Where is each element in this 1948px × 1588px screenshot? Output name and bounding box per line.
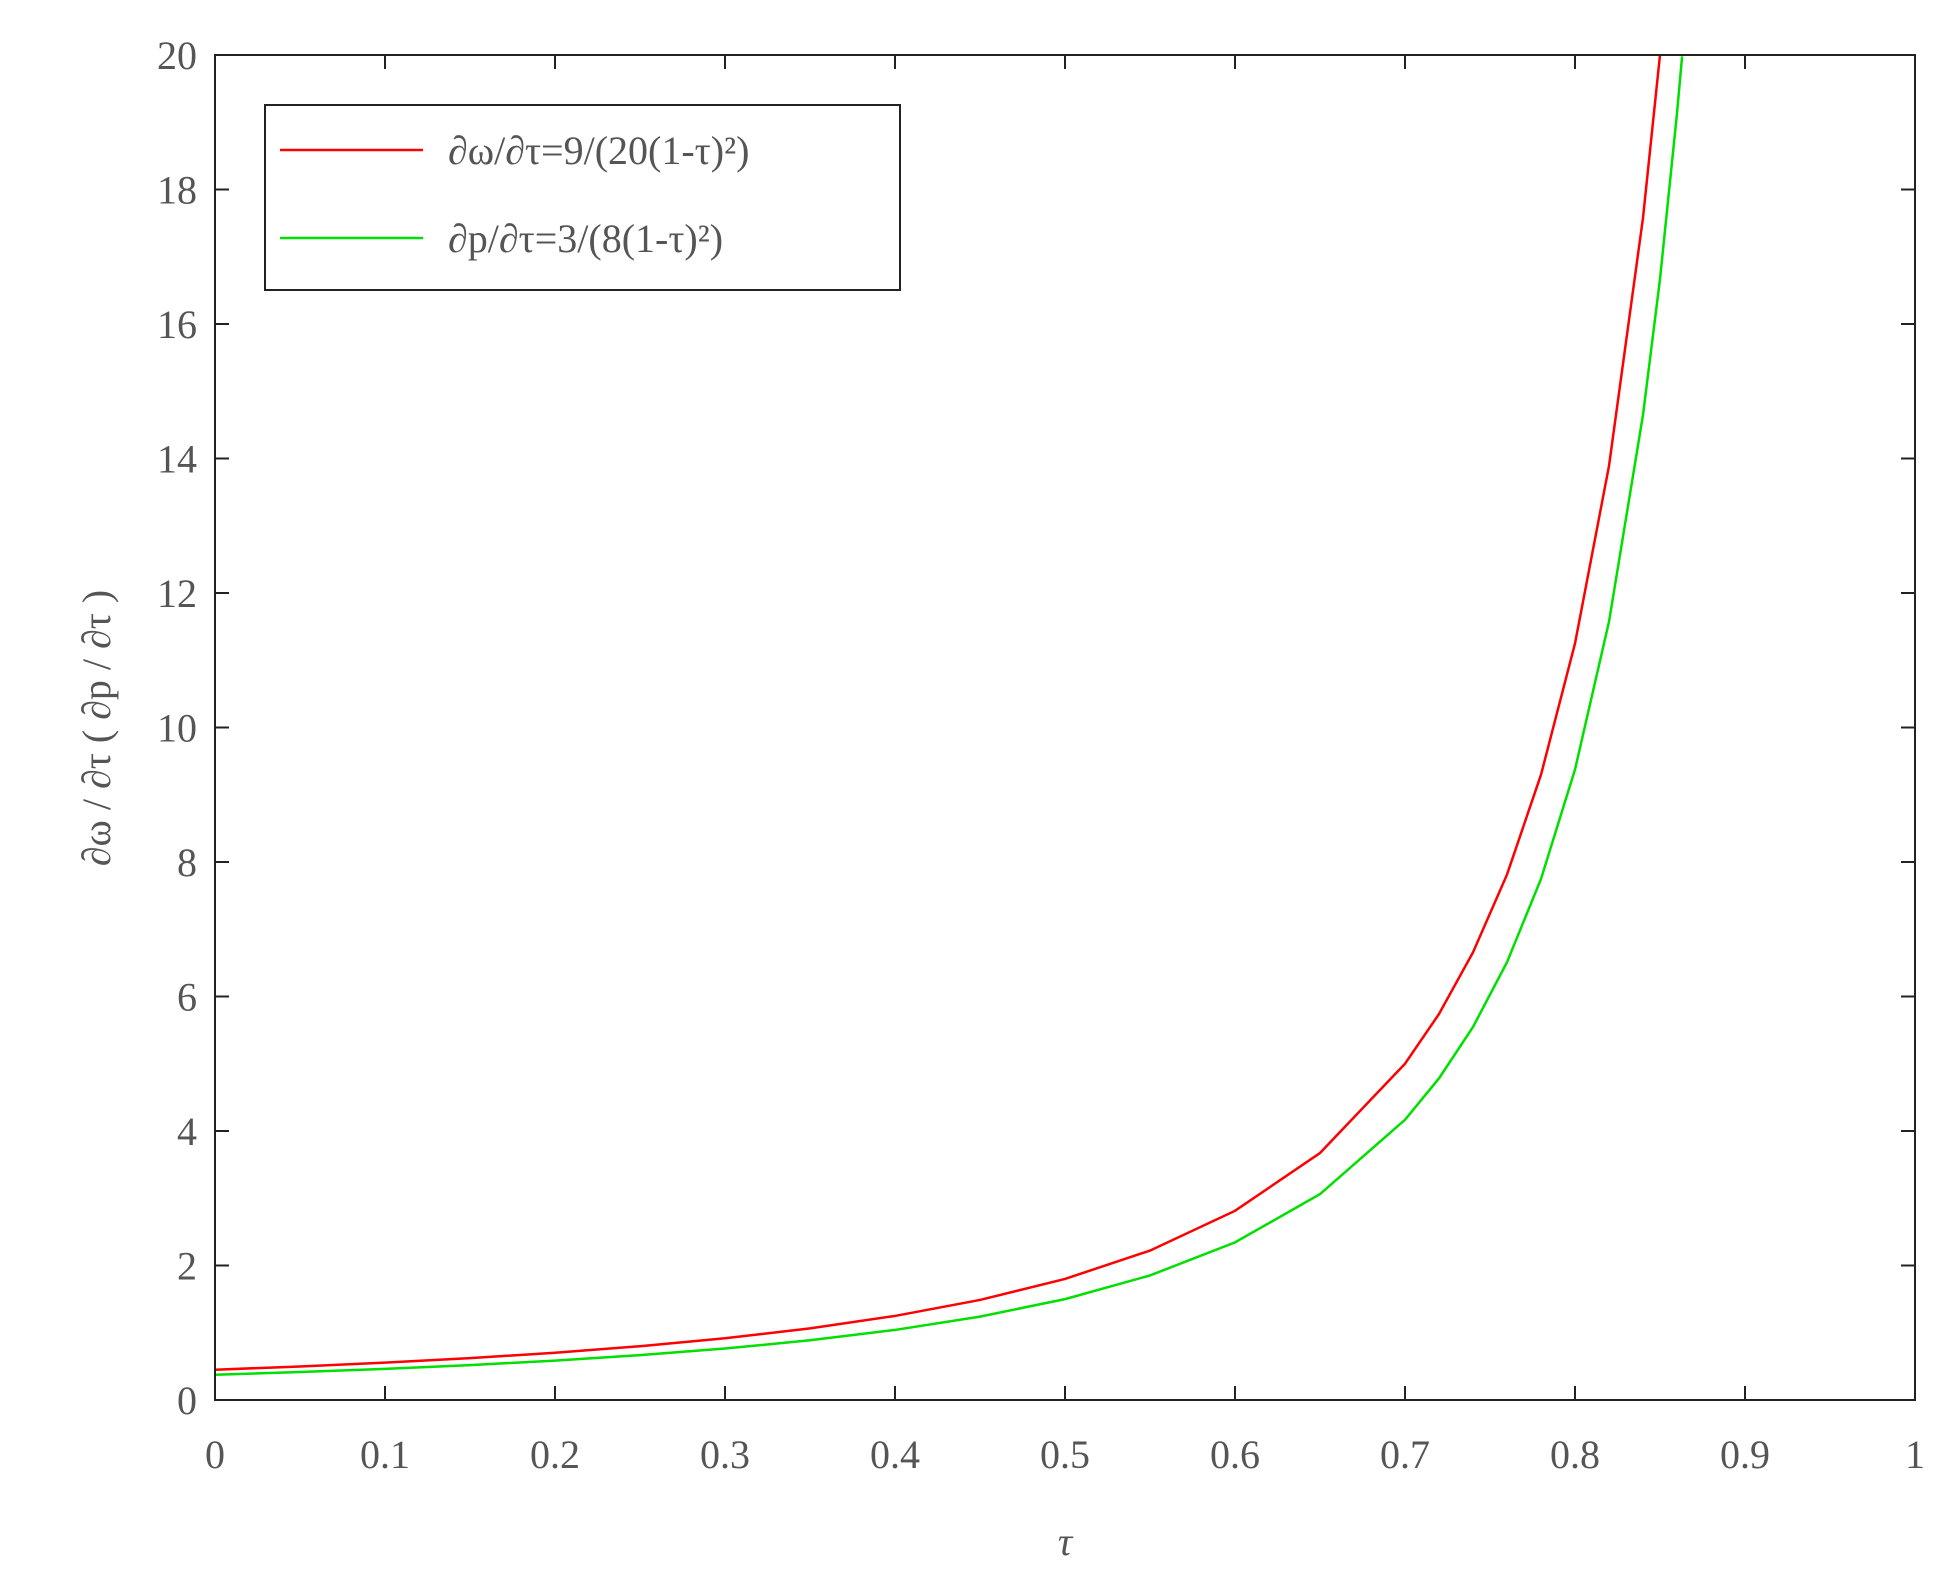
- y-tick-label: 8: [177, 840, 197, 885]
- x-tick-label: 0.9: [1720, 1432, 1770, 1477]
- y-tick-label: 12: [157, 571, 197, 616]
- y-axis-label: ∂ω / ∂τ ( ∂p / ∂τ ): [74, 590, 119, 866]
- x-tick-label: 0: [205, 1432, 225, 1477]
- series-line: [215, 55, 1662, 1371]
- x-tick-label: 0.7: [1380, 1432, 1430, 1477]
- y-tick-label: 4: [177, 1109, 197, 1154]
- x-tick-label: 0.6: [1210, 1432, 1260, 1477]
- plot-frame: [214, 54, 1916, 1401]
- x-tick-label: 1: [1905, 1432, 1925, 1477]
- y-tick-label: 2: [177, 1244, 197, 1289]
- y-tick-label: 14: [157, 437, 197, 482]
- series-line: [215, 56, 1684, 1377]
- x-tick-label: 0.4: [870, 1432, 920, 1477]
- y-tick-label: 20: [157, 33, 197, 78]
- x-tick-label: 0.2: [530, 1432, 580, 1477]
- y-tick-label: 16: [157, 302, 197, 347]
- x-tick-label: 0.5: [1040, 1432, 1090, 1477]
- x-tick-label: 0.1: [360, 1432, 410, 1477]
- y-tick-label: 18: [157, 168, 197, 213]
- x-tick-label: 0.3: [700, 1432, 750, 1477]
- legend-label: ∂ω/∂τ=9/(20(1-τ)²): [448, 128, 749, 173]
- x-tick-label: 0.8: [1550, 1432, 1600, 1477]
- y-tick-label: 6: [177, 975, 197, 1020]
- y-tick-label: 10: [157, 706, 197, 751]
- legend-label: ∂p/∂τ=3/(8(1-τ)²): [448, 216, 723, 261]
- legend-box: [264, 104, 901, 291]
- x-axis-label: τ: [1058, 1519, 1074, 1564]
- y-tick-label: 0: [177, 1378, 197, 1423]
